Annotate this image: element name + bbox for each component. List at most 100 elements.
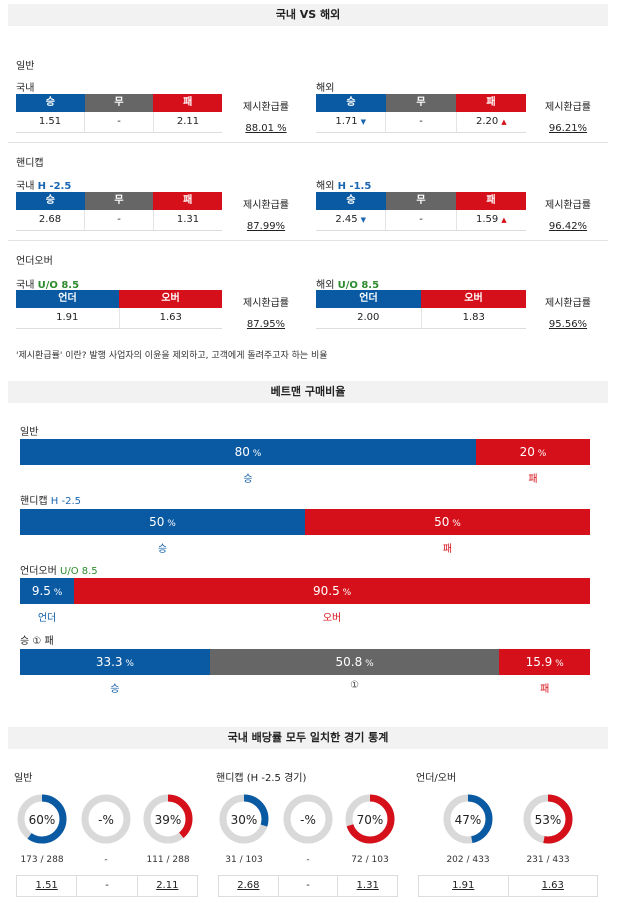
stat-odds-row: 1.91 1.63 bbox=[418, 875, 598, 897]
stat-donut: 53% bbox=[523, 794, 573, 844]
odds-draw: - bbox=[85, 210, 154, 230]
odds-lose: 1.59 ▲ bbox=[475, 214, 507, 225]
bar-segment: 20 % bbox=[476, 439, 590, 465]
bar-segment-label: ① bbox=[350, 680, 360, 691]
col-lose: 패 bbox=[153, 94, 223, 112]
handicap-overseas-rate: 제시환급률 96.42% bbox=[533, 196, 603, 232]
stat-donut: 60% bbox=[17, 794, 67, 844]
odds-lose: 2.20 ▲ bbox=[475, 116, 507, 127]
rate-label: 제시환급률 bbox=[243, 102, 289, 113]
handicap-domestic-odds: 승 무 패 2.68 - 1.31 bbox=[16, 192, 223, 231]
col-lose: 패 bbox=[153, 192, 223, 210]
betting-wdl-label: 승 ① 패 bbox=[20, 636, 54, 647]
bar-segment: 9.5 % bbox=[20, 578, 75, 604]
stat-odds-cell: - bbox=[279, 876, 339, 896]
general-overseas-label: 해외 bbox=[316, 83, 335, 94]
rate-value: 96.21% bbox=[548, 123, 588, 134]
donut-count: 202 / 433 bbox=[446, 855, 490, 865]
stat-odds-cell[interactable]: 1.31 bbox=[356, 880, 379, 891]
stat-donut: 39% bbox=[143, 794, 193, 844]
divider bbox=[8, 240, 608, 241]
down-arrow-icon: ▼ bbox=[360, 216, 366, 224]
donut-count: - bbox=[104, 855, 108, 865]
general-overseas-rate: 제시환급률 96.21% bbox=[533, 98, 603, 134]
col-under: 언더 bbox=[16, 290, 119, 308]
donut-label: 70% bbox=[357, 813, 384, 827]
stat-donut: 30% bbox=[219, 794, 269, 844]
stats-general-title: 일반 bbox=[14, 773, 33, 784]
rate-label: 제시환급률 bbox=[545, 298, 591, 309]
betting-handicap-bar: 50 % 50 % bbox=[20, 509, 590, 535]
odds-draw: - bbox=[386, 112, 457, 132]
general-domestic-rate: 제시환급률 88.01 % bbox=[231, 98, 301, 134]
up-arrow-icon: ▲ bbox=[501, 216, 507, 224]
odds-draw: - bbox=[386, 210, 457, 230]
col-draw: 무 bbox=[386, 94, 456, 112]
odds-win: 1.51 bbox=[16, 112, 85, 132]
stat-donut: 47% bbox=[443, 794, 493, 844]
betting-overunder-label: 언더오버 U/O 8.5 bbox=[20, 566, 98, 577]
handicap-overseas-label: 해외 H -1.5 bbox=[316, 181, 372, 192]
odds-win: 2.45 ▼ bbox=[316, 210, 387, 230]
rate-value: 96.42% bbox=[548, 221, 588, 232]
stats-title: 국내 배당률 모두 일치한 경기 통계 bbox=[8, 727, 608, 749]
handicap-title: 핸디캡 bbox=[16, 158, 44, 169]
betting-overunder-bar: 9.5 % 90.5 % bbox=[20, 578, 590, 604]
col-lose: 패 bbox=[456, 94, 526, 112]
stat-odds-cell[interactable]: 1.91 bbox=[419, 876, 509, 896]
bar-segment-label: 승 bbox=[110, 684, 120, 695]
page-title: 국내 VS 해외 bbox=[8, 4, 608, 26]
col-under: 언더 bbox=[316, 290, 421, 308]
up-arrow-icon: ▲ bbox=[501, 118, 507, 126]
donut-count: 72 / 103 bbox=[351, 855, 389, 865]
odds-draw: - bbox=[85, 112, 154, 132]
overunder-overseas-odds: 언더 오버 2.00 1.83 bbox=[316, 290, 526, 329]
rate-value: 95.56% bbox=[548, 319, 588, 330]
col-win: 승 bbox=[16, 192, 85, 210]
bar-segment-label: 패 bbox=[528, 474, 538, 485]
donut-count: 231 / 433 bbox=[526, 855, 570, 865]
betting-general-label: 일반 bbox=[20, 427, 39, 438]
overunder-title: 언더오버 bbox=[16, 256, 53, 267]
bar-segment: 50 % bbox=[20, 509, 305, 535]
stat-odds-cell[interactable]: 1.51 bbox=[17, 876, 78, 896]
betting-wdl-bar: 33.3 % 50.8 % 15.9 % bbox=[20, 649, 590, 675]
rate-label: 제시환급률 bbox=[243, 298, 289, 309]
donut-label: -% bbox=[98, 813, 114, 827]
stat-odds-cell[interactable]: 2.11 bbox=[156, 880, 179, 891]
col-draw: 무 bbox=[386, 192, 456, 210]
bar-segment: 50 % bbox=[305, 509, 590, 535]
stats-overunder-title: 언더/오버 bbox=[416, 773, 457, 784]
rate-note: '제시환급률' 이란? 발행 사업자의 이윤을 제외하고, 고객에게 돌려주고자… bbox=[16, 351, 328, 361]
bar-segment: 33.3 % bbox=[20, 649, 210, 675]
bar-segment: 50.8 % bbox=[209, 649, 500, 675]
col-win: 승 bbox=[16, 94, 85, 112]
col-draw: 무 bbox=[84, 94, 154, 112]
col-over: 오버 bbox=[119, 290, 222, 308]
overunder-domestic-rate: 제시환급률 87.95% bbox=[231, 294, 301, 330]
rate-label: 제시환급률 bbox=[243, 200, 289, 211]
handicap-domestic-rate: 제시환급률 87.99% bbox=[231, 196, 301, 232]
general-domestic-odds: 승 무 패 1.51 - 2.11 bbox=[16, 94, 223, 133]
col-win: 승 bbox=[316, 94, 386, 112]
rate-label: 제시환급률 bbox=[545, 102, 591, 113]
stat-odds-cell[interactable]: 1.63 bbox=[541, 880, 564, 891]
col-lose: 패 bbox=[456, 192, 526, 210]
handicap-overseas-odds: 승 무 패 2.45 ▼ - 1.59 ▲ bbox=[316, 192, 526, 231]
odds-win: 1.71 ▼ bbox=[316, 112, 387, 132]
stat-donut: -% bbox=[283, 794, 333, 844]
general-domestic-label: 국내 bbox=[16, 83, 35, 94]
col-win: 승 bbox=[316, 192, 386, 210]
stat-odds-row: 2.68- 1.31 bbox=[218, 875, 398, 897]
rate-value: 87.99% bbox=[246, 221, 286, 232]
overunder-domestic-odds: 언더 오버 1.91 1.63 bbox=[16, 290, 222, 329]
stat-odds-cell: - bbox=[77, 876, 138, 896]
donut-arc bbox=[443, 794, 493, 844]
col-draw: 무 bbox=[84, 192, 154, 210]
stat-odds-cell[interactable]: 2.68 bbox=[219, 876, 279, 896]
odds-lose: 2.11 bbox=[176, 116, 200, 127]
donut-label: 30% bbox=[231, 813, 258, 827]
donut-label: -% bbox=[300, 813, 316, 827]
donut-count: - bbox=[306, 855, 310, 865]
rate-label: 제시환급률 bbox=[545, 200, 591, 211]
